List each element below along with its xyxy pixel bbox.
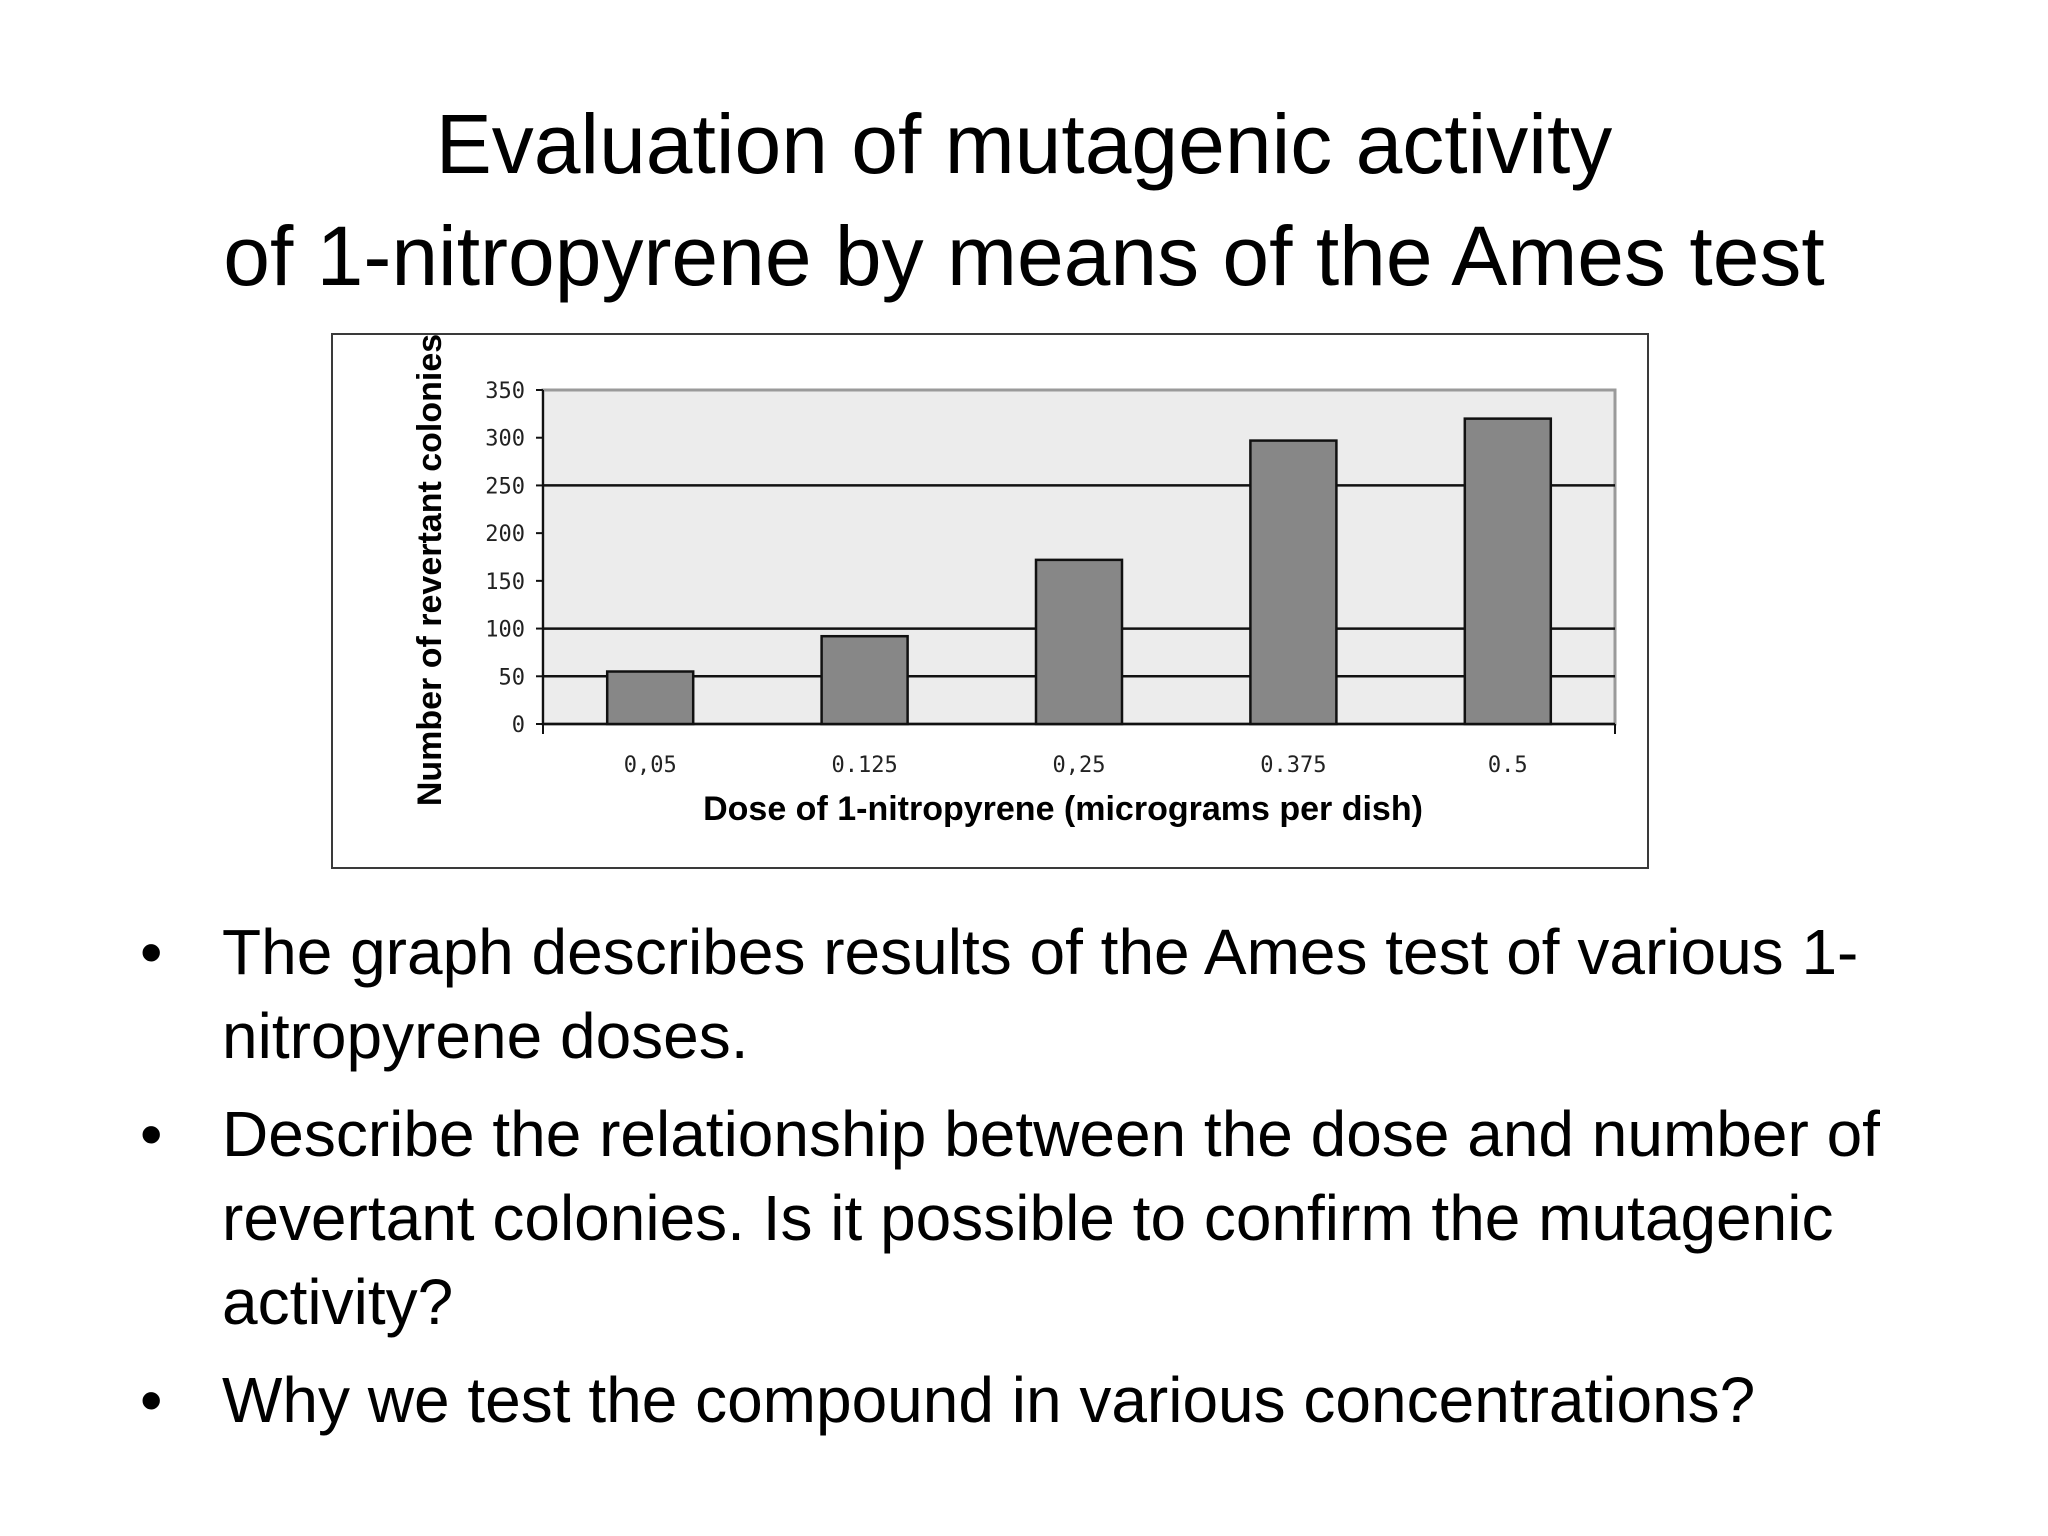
bullet-item: • Why we test the compound in various co… bbox=[140, 1358, 1940, 1442]
bullet-marker: • bbox=[140, 916, 163, 988]
x-axis-title: Dose of 1-nitropyrene (micrograms per di… bbox=[703, 790, 1423, 828]
title-line-1: Evaluation of mutagenic activity bbox=[435, 97, 1613, 191]
x-tick-label: 0.375 bbox=[1260, 753, 1326, 778]
y-axis-title: Number of revertant colonies bbox=[411, 335, 449, 806]
x-tick-label: 0,25 bbox=[1053, 753, 1106, 778]
y-tick-label: 50 bbox=[499, 665, 526, 690]
y-tick-label: 250 bbox=[485, 474, 525, 499]
y-tick-label: 350 bbox=[485, 379, 525, 404]
bullet-list: • The graph describes results of the Ame… bbox=[140, 910, 1940, 1456]
x-tick-label: 0,05 bbox=[624, 753, 677, 778]
bar bbox=[1034, 558, 1124, 726]
bullet-text: Describe the relationship between the do… bbox=[222, 1098, 1880, 1338]
bullet-marker: • bbox=[140, 1364, 163, 1436]
bar bbox=[1463, 417, 1553, 726]
y-tick-label: 0 bbox=[512, 713, 525, 738]
bar bbox=[1249, 439, 1338, 726]
bullet-item: • The graph describes results of the Ame… bbox=[140, 910, 1940, 1078]
x-tick-label: 0.5 bbox=[1488, 753, 1528, 778]
bullet-item: • Describe the relationship between the … bbox=[140, 1092, 1940, 1344]
bar bbox=[605, 670, 695, 726]
x-tick-label: 0.125 bbox=[831, 753, 897, 778]
bar bbox=[820, 634, 909, 726]
title-line-2: of 1-nitropyrene by means of the Ames te… bbox=[223, 209, 1825, 303]
y-tick-label: 150 bbox=[485, 570, 525, 595]
bar-chart: 0 50 100 150 200 250 300 350 0,05 0.125 0,25 0.375 0… bbox=[411, 335, 1617, 828]
y-tick-label: 200 bbox=[485, 522, 525, 547]
y-tick-label: 100 bbox=[485, 618, 525, 643]
bullet-text: Why we test the compound in various conc… bbox=[222, 1364, 1756, 1436]
bullet-marker: • bbox=[140, 1098, 163, 1170]
y-tick-label: 300 bbox=[485, 427, 525, 452]
bullet-text: The graph describes results of the Ames … bbox=[222, 916, 1859, 1072]
chart-frame: 0 50 100 150 200 250 300 350 0,05 0.125 0,25 0.375 0… bbox=[331, 333, 1649, 869]
slide-title: Evaluation of mutagenic activity of 1-ni… bbox=[0, 88, 2048, 312]
